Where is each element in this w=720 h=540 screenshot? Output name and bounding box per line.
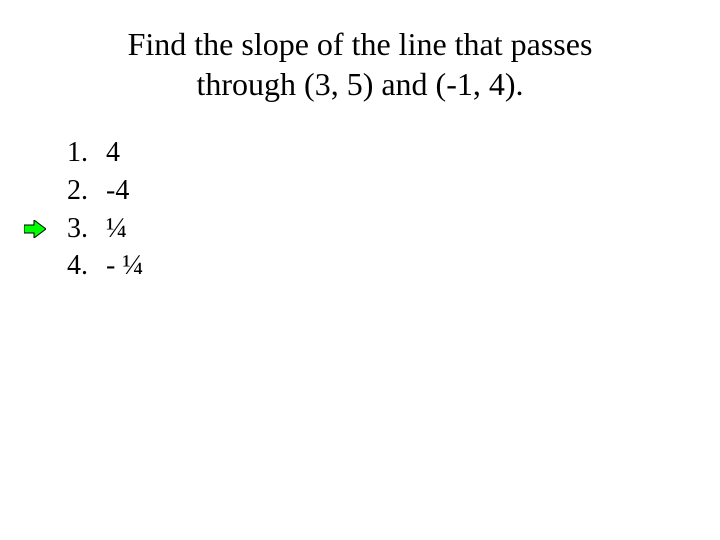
option-1[interactable]: 1. 4 [52,134,720,172]
option-number: 2. [52,172,88,210]
option-number: 1. [52,134,88,172]
option-3[interactable]: 3. ¼ [52,210,720,248]
option-label: 4 [88,134,120,172]
slide: Find the slope of the line that passes t… [0,0,720,540]
title-line-1: Find the slope of the line that passes [128,26,593,62]
option-label: ¼ [88,210,127,248]
arrow-polygon [24,220,46,238]
question-title: Find the slope of the line that passes t… [50,24,670,104]
option-4[interactable]: 4. - ¼ [52,247,720,285]
correct-answer-arrow-icon [24,220,46,238]
option-label: - ¼ [88,247,143,285]
option-number: 3. [52,210,88,248]
option-label: -4 [88,172,129,210]
option-2[interactable]: 2. -4 [52,172,720,210]
options-list: 1. 4 2. -4 3. ¼ 4. - ¼ [0,134,720,285]
title-line-2: through (3, 5) and (-1, 4). [196,66,523,102]
option-number: 4. [52,247,88,285]
